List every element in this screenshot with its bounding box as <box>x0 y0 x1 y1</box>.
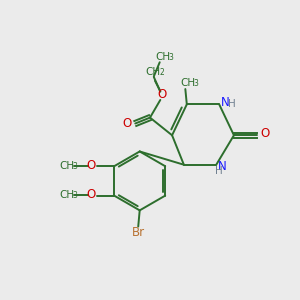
Text: 3: 3 <box>72 162 77 171</box>
Text: CH: CH <box>59 190 74 200</box>
Text: O: O <box>157 88 167 100</box>
Text: N: N <box>218 160 227 173</box>
Text: O: O <box>122 117 132 130</box>
Text: 3: 3 <box>169 53 173 62</box>
Text: N: N <box>221 96 230 110</box>
Text: H: H <box>228 99 236 109</box>
Text: O: O <box>260 127 270 140</box>
Text: O: O <box>87 188 96 201</box>
Text: H: H <box>215 166 223 176</box>
Text: CH: CH <box>180 78 195 88</box>
Text: 3: 3 <box>194 79 198 88</box>
Text: 2: 2 <box>159 68 164 77</box>
Text: Br: Br <box>132 226 145 239</box>
Text: CH: CH <box>155 52 170 62</box>
Text: O: O <box>87 159 96 172</box>
Text: CH: CH <box>59 160 74 171</box>
Text: 3: 3 <box>72 191 77 200</box>
Text: CH: CH <box>146 67 160 77</box>
